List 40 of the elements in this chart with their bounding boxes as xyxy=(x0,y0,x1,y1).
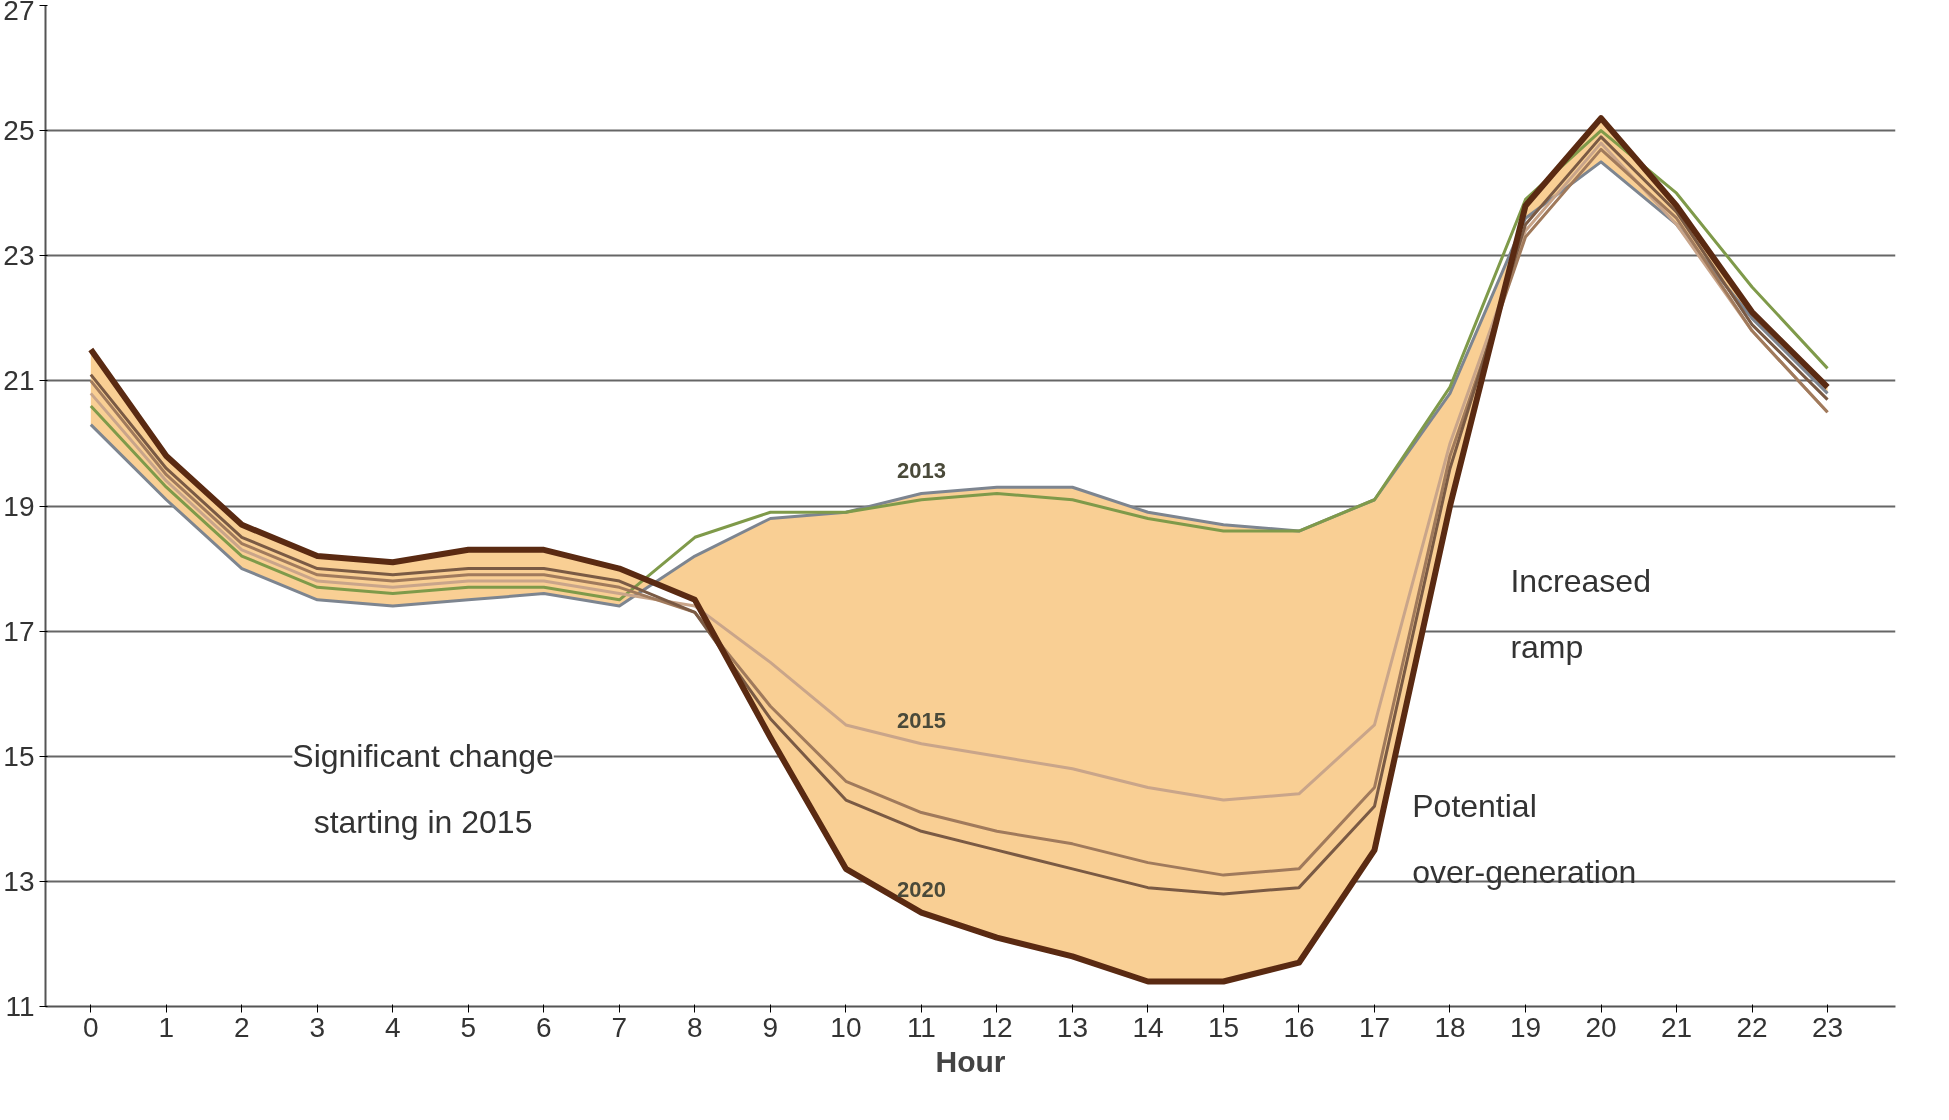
y-tick-label: 11 xyxy=(5,991,35,1022)
x-tick-label: 5 xyxy=(460,1011,477,1043)
y-tick-label: 19 xyxy=(3,490,35,522)
x-tick-label: 23 xyxy=(1811,1011,1844,1043)
x-tick-label: 3 xyxy=(309,1011,326,1043)
annotation: Increased ramp xyxy=(1510,563,1651,665)
x-tick-label: 11 xyxy=(906,1011,936,1043)
x-tick-label: 4 xyxy=(385,1011,401,1043)
x-tick-label: 16 xyxy=(1283,1011,1315,1043)
x-tick-label: 21 xyxy=(1660,1011,1693,1043)
x-tick-label: 22 xyxy=(1736,1011,1768,1043)
y-tick-label: 21 xyxy=(3,365,35,397)
x-tick-label: 19 xyxy=(1509,1011,1542,1043)
series-label: 2015 xyxy=(896,708,946,734)
x-tick-label: 8 xyxy=(687,1011,703,1043)
x-tick-label: 7 xyxy=(611,1011,628,1043)
series-label: 2020 xyxy=(896,877,946,903)
y-tick-label: 25 xyxy=(3,115,35,147)
x-tick-label: 13 xyxy=(1056,1011,1089,1043)
y-tick-label: 23 xyxy=(3,240,35,272)
annotation: Potential over-generation xyxy=(1412,788,1637,890)
annotation: Significant change starting in 2015 xyxy=(292,738,554,840)
x-tick-label: 1 xyxy=(158,1011,175,1043)
x-tick-label: 20 xyxy=(1585,1011,1617,1043)
y-tick-label: 17 xyxy=(3,615,35,647)
x-tick-label: 14 xyxy=(1132,1011,1164,1043)
x-axis-title: Hour xyxy=(935,1044,1006,1078)
x-tick-label: 10 xyxy=(830,1011,862,1043)
y-tick-label: 15 xyxy=(3,740,35,772)
x-tick-label: 15 xyxy=(1207,1011,1240,1043)
x-tick-label: 0 xyxy=(83,1011,99,1043)
x-tick-label: 12 xyxy=(981,1011,1013,1043)
x-tick-label: 2 xyxy=(234,1011,250,1043)
x-tick-label: 18 xyxy=(1434,1011,1466,1043)
x-tick-label: 9 xyxy=(762,1011,779,1043)
y-tick-label: 27 xyxy=(3,0,35,26)
x-tick-label: 17 xyxy=(1358,1011,1391,1043)
series-label: 2013 xyxy=(896,457,946,483)
x-tick-label: 6 xyxy=(536,1011,552,1043)
y-tick-label: 13 xyxy=(3,865,35,897)
